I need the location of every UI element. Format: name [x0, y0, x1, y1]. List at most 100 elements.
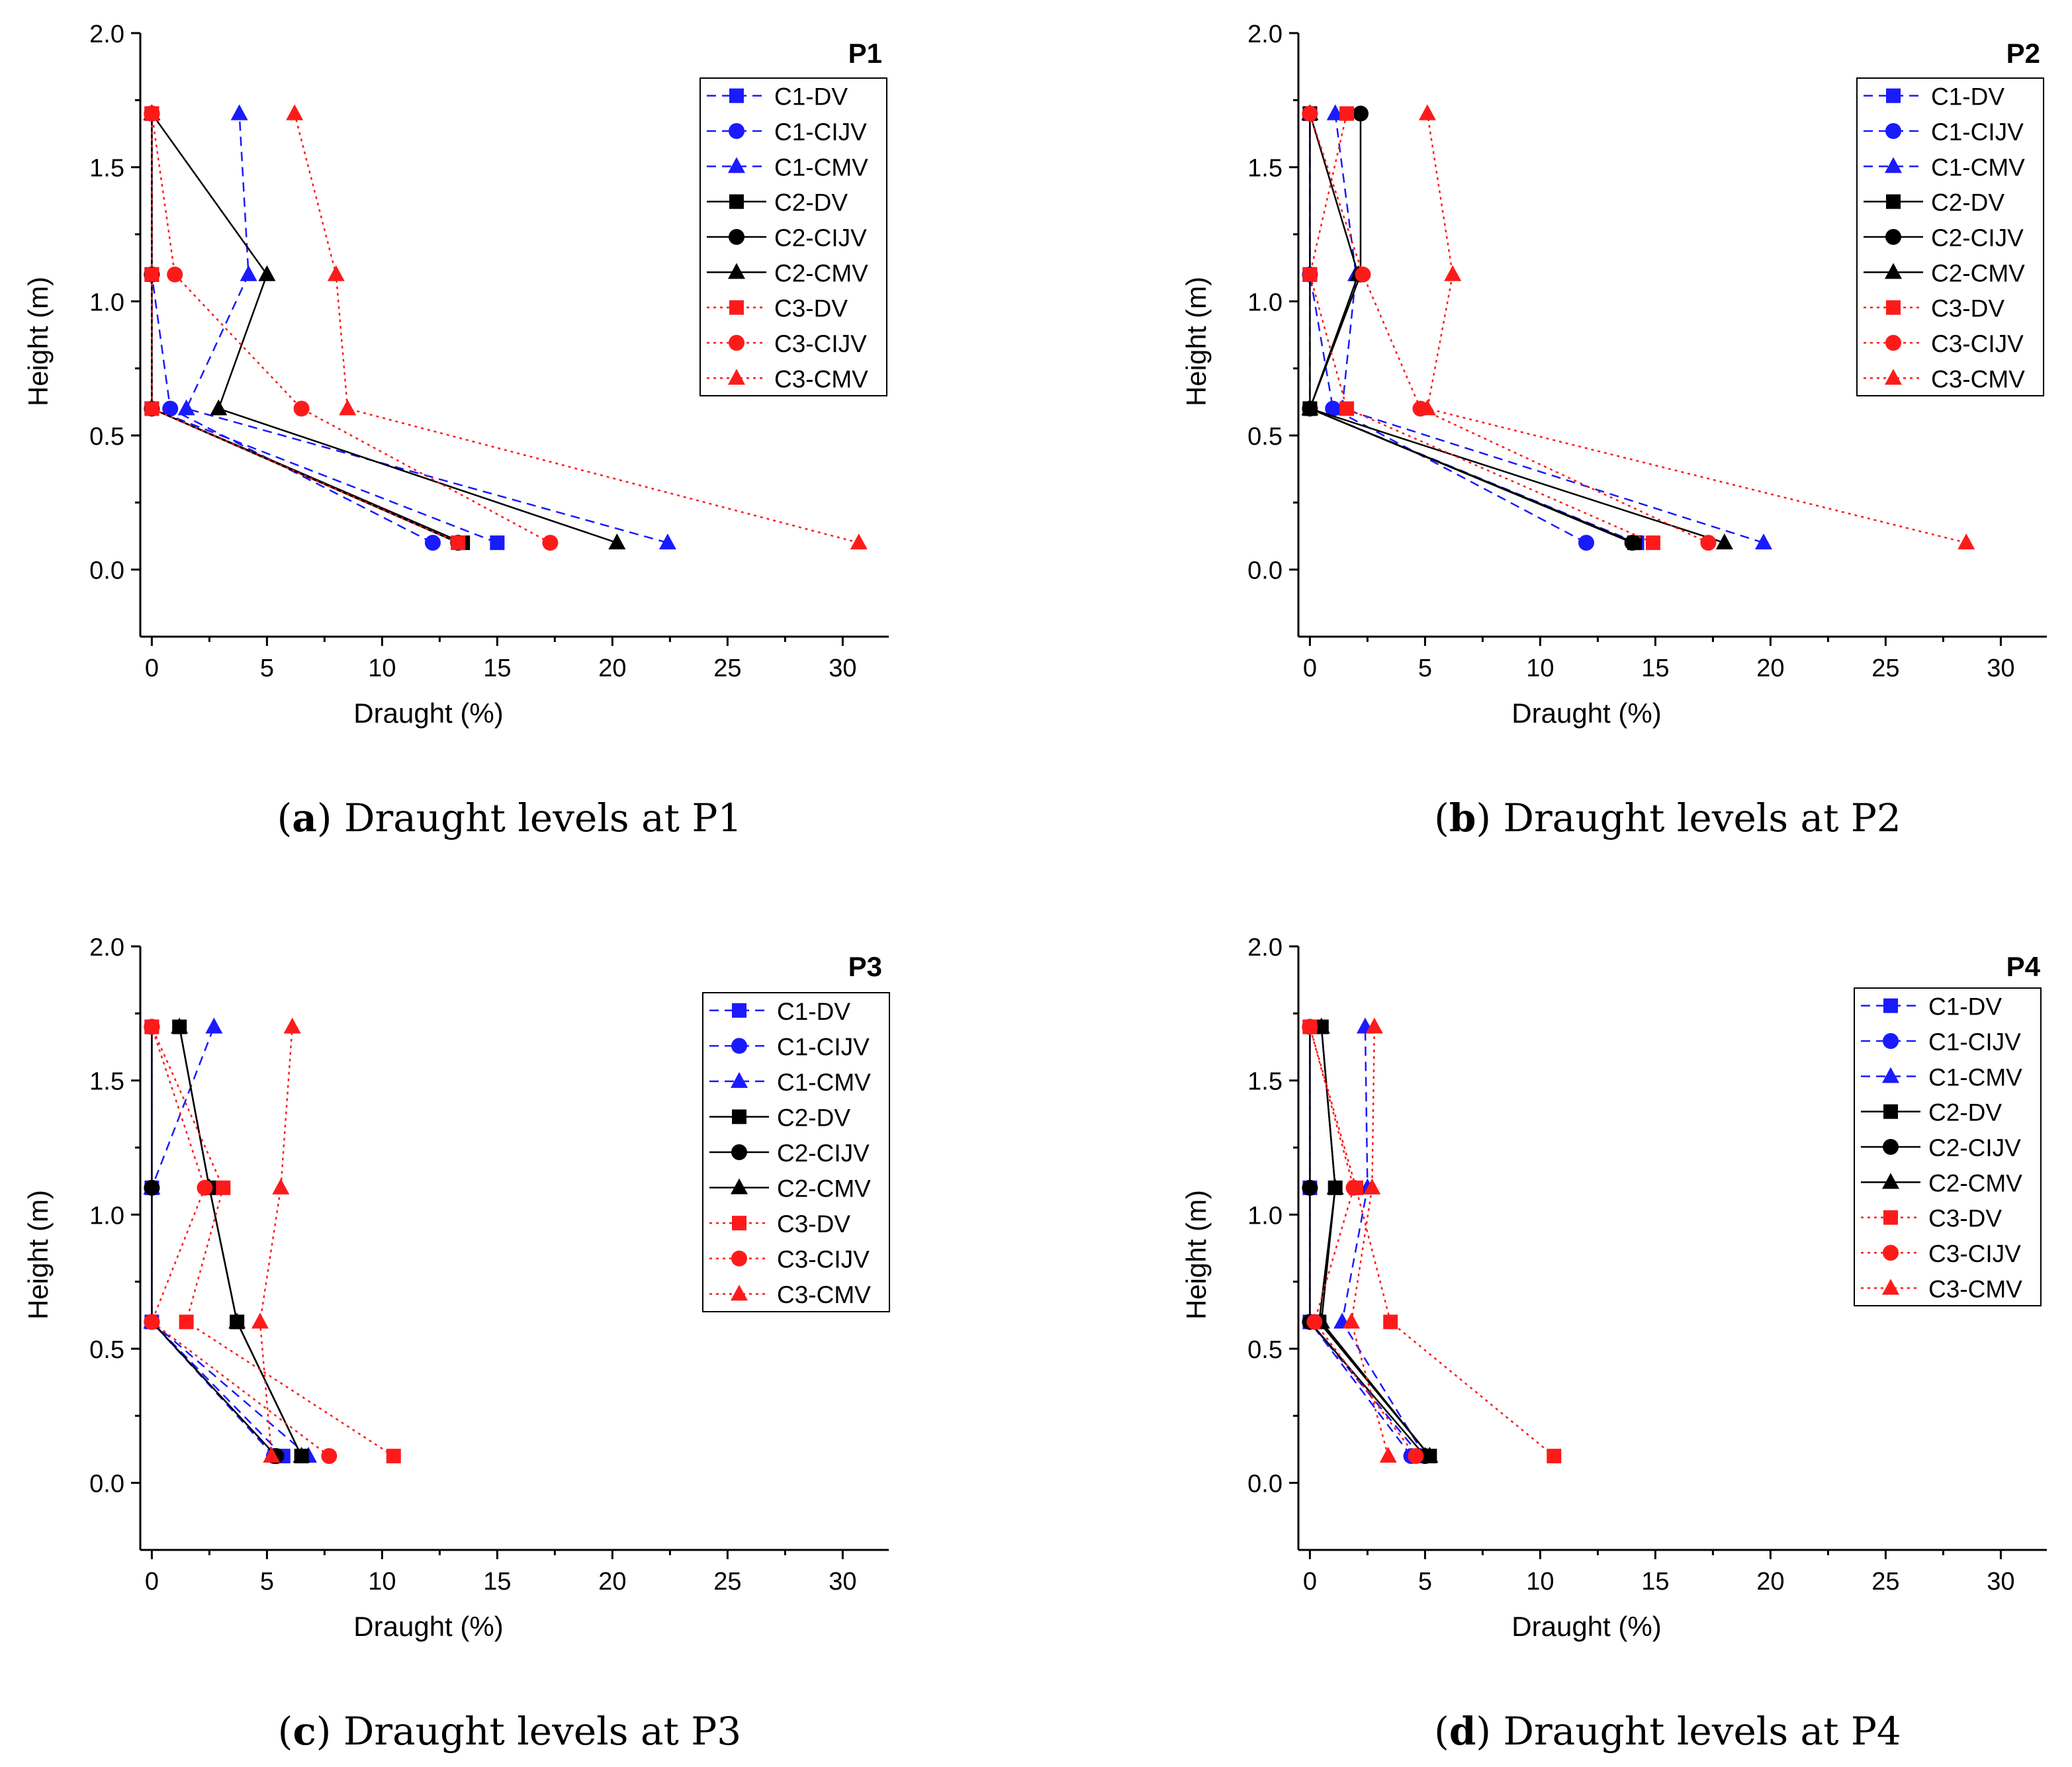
legend-marker-c2-dv [1883, 1104, 1898, 1119]
data-point-c3-dv [1383, 1314, 1398, 1330]
data-point-c3-cijv [1408, 1448, 1424, 1465]
legend: C1-DV C1-CIJV C1-CMV C2-DV C2-CIJV C2-CMV C3-D… [1854, 987, 2042, 1306]
y-tick-label: 1.5 [1247, 1068, 1283, 1096]
legend-label-c3-dv: C3-DV [774, 295, 848, 322]
legend-label-c2-cijv: C2-CIJV [1928, 1134, 2021, 1161]
data-point-c3-cmv [1444, 265, 1462, 281]
legend-marker-c3-dv [1883, 1210, 1898, 1225]
legend-marker-c1-cijv [729, 123, 744, 139]
legend-marker-c1-cmv [1885, 157, 1902, 173]
x-tick-label: 20 [1756, 655, 1784, 682]
x-tick-label: 15 [1641, 1568, 1669, 1596]
data-point-c1-cijv [162, 400, 179, 417]
legend-marker-c3-dv [1886, 300, 1901, 315]
series-line-c3-cijv [151, 113, 551, 544]
legend-label-c2-cijv: C2-CIJV [777, 1140, 870, 1167]
legend-label-c3-cmv: C3-CMV [1928, 1275, 2022, 1302]
data-point-c3-cijv [144, 105, 160, 122]
x-tick-label: 20 [598, 1568, 626, 1596]
legend-marker-c2-cmv [728, 263, 745, 279]
legend-label-c1-cijv: C1-CIJV [1931, 118, 2024, 146]
data-point-c3-cijv [144, 1314, 160, 1330]
legend-marker-c3-cmv [728, 369, 745, 385]
y-tick-label: 1.5 [89, 1068, 124, 1096]
y-axis-label: Height (m) [23, 277, 54, 406]
panel-p4: (d) Draught levels at P4 0.0 0.5 1.0 1.5 2.0… [1181, 934, 2047, 1754]
legend-label-c3-cijv: C3-CIJV [1931, 330, 2024, 357]
x-tick-label: 30 [829, 655, 856, 682]
x-tick-label: 15 [483, 1568, 511, 1596]
data-point-c1-cijv [424, 535, 441, 551]
legend-marker-c3-dv [732, 1216, 746, 1231]
legend-label-c3-dv: C3-DV [1931, 295, 2004, 322]
data-point-c1-cmv [230, 104, 248, 120]
legend-label-c1-dv: C1-DV [777, 998, 850, 1025]
data-point-c3-cmv [272, 1178, 290, 1195]
caption-p4: (d) Draught levels at P4 [1434, 1709, 1901, 1754]
x-tick-label: 0 [1303, 1568, 1317, 1596]
legend-marker-c3-cijv [1885, 335, 1901, 351]
series-line-c3-dv [1309, 113, 1654, 544]
x-tick-label: 5 [1418, 1568, 1432, 1596]
legend-marker-c1-dv [1886, 88, 1901, 103]
legend-marker-c1-cijv [1883, 1033, 1899, 1049]
legend-label-c2-dv: C2-DV [1931, 189, 2004, 216]
y-tick-label: 1.0 [1247, 1202, 1283, 1230]
panel-p1: (a) Draught levels at P1 0.0 0.5 1.0 1.5 2.0… [23, 21, 889, 840]
legend-marker-c3-cmv [731, 1285, 748, 1301]
caption-p3: (c) Draught levels at P3 [278, 1709, 741, 1754]
data-point-c3-cmv [283, 1017, 301, 1034]
data-point-c3-cmv [1343, 1312, 1361, 1329]
legend-marker-c2-cijv [731, 1144, 747, 1160]
data-point-c3-cmv [1418, 104, 1436, 120]
legend-label-c1-cijv: C1-CIJV [1928, 1028, 2021, 1056]
y-tick-label: 1.0 [89, 289, 124, 316]
legend-label-c2-dv: C2-DV [774, 189, 848, 216]
legend-label-c3-cijv: C3-CIJV [1928, 1240, 2021, 1267]
panel-title: P4 [2006, 951, 2041, 982]
legend-marker-c1-cmv [731, 1071, 748, 1088]
legend-label-c2-dv: C2-DV [1928, 1099, 2002, 1126]
legend-label-c2-dv: C2-DV [777, 1104, 850, 1131]
series-line-c3-cijv [150, 1026, 330, 1457]
legend-label-c2-cijv: C2-CIJV [774, 224, 867, 251]
y-tick-label: 1.0 [89, 1202, 124, 1230]
data-point-c3-dv [144, 401, 159, 416]
x-tick-label: 20 [598, 655, 626, 682]
legend: C1-DV C1-CIJV C1-CMV C2-DV C2-CIJV C2-CMV C3-D… [699, 77, 887, 396]
legend-marker-c3-cmv [1885, 369, 1902, 385]
legend-label-c2-cmv: C2-CMV [777, 1175, 871, 1202]
series-line-c2-cmv [1308, 113, 1725, 544]
data-point-c2-cmv [608, 533, 626, 550]
legend-marker-c1-dv [1883, 998, 1898, 1013]
legend-marker-c3-dv [729, 300, 744, 315]
series-line-c3-cmv [293, 113, 860, 544]
data-point-c1-cmv [205, 1017, 223, 1034]
y-tick-label: 1.5 [1247, 155, 1283, 183]
data-point-c3-dv [451, 535, 466, 551]
x-axis-label: Draught (%) [353, 1611, 503, 1642]
series-line-c1-cmv [151, 1026, 309, 1457]
x-axis-label: Draught (%) [1511, 1611, 1661, 1642]
legend-label-c1-dv: C1-DV [1928, 993, 2002, 1020]
legend-marker-c3-cijv [729, 335, 744, 351]
x-tick-label: 5 [260, 655, 274, 682]
caption-p1: (a) Draught levels at P1 [277, 795, 743, 840]
legend-label-c2-cmv: C2-CMV [774, 259, 868, 287]
data-point-c3-dv [216, 1180, 231, 1195]
series-line-c3-dv [151, 113, 459, 544]
x-axis-label: Draught (%) [353, 698, 503, 729]
x-tick-label: 15 [483, 655, 511, 682]
legend-marker-c1-dv [732, 1003, 746, 1018]
series-line-c2-cijv [151, 1026, 277, 1457]
series-line-c1-cmv [1334, 113, 1764, 544]
legend-marker-c1-cijv [1885, 123, 1901, 139]
x-tick-label: 25 [713, 655, 741, 682]
legend: C1-DV C1-CIJV C1-CMV C2-DV C2-CIJV C2-CMV C3-D… [702, 992, 890, 1312]
legend-marker-c1-cmv [728, 157, 745, 173]
legend-marker-c2-cmv [1885, 263, 1902, 279]
y-tick-label: 1.5 [89, 155, 124, 183]
series-line-c2-cmv [178, 1026, 302, 1457]
legend-marker-c1-dv [729, 88, 744, 103]
data-point-c3-cijv [197, 1179, 213, 1196]
